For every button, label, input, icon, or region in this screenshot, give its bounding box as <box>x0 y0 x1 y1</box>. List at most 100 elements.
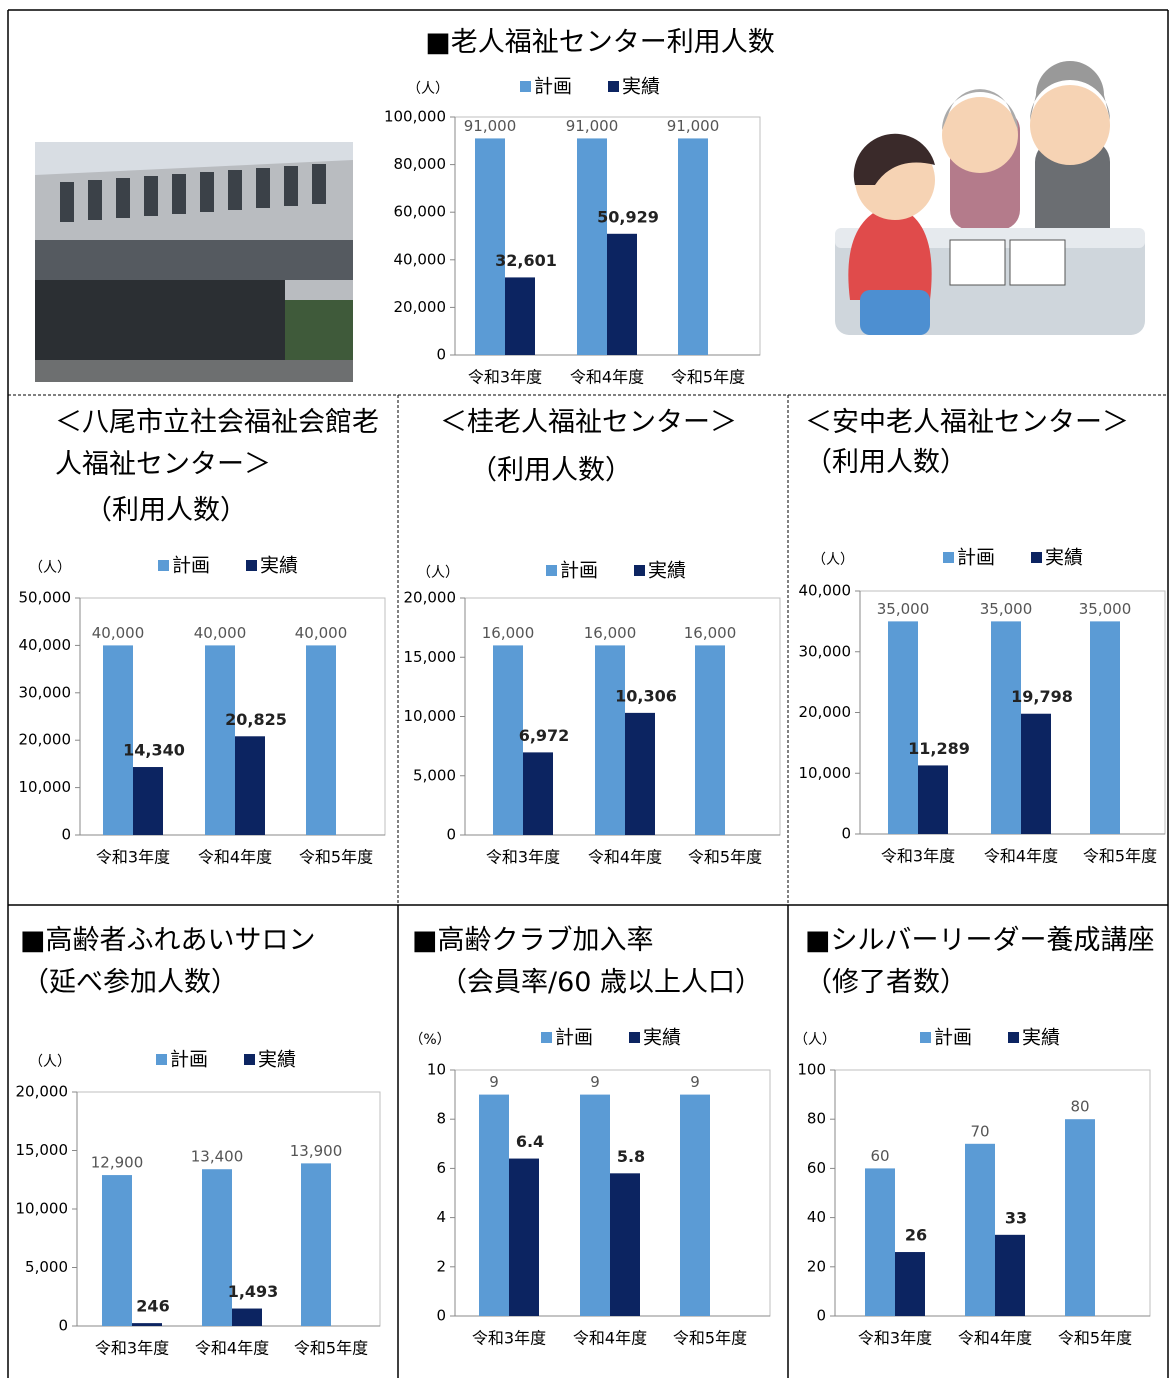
legend-swatch <box>608 81 619 92</box>
actual-value-label: 6,972 <box>519 726 570 745</box>
plan-value-label: 35,000 <box>980 600 1033 618</box>
chart-title: ■高齢クラブ加入率 <box>412 925 654 956</box>
actual-value-label: 11,289 <box>908 739 970 758</box>
bar <box>595 645 625 835</box>
bar <box>475 138 505 355</box>
legend-label: 実績 <box>258 1049 296 1071</box>
chart-title: ＜安中老人福祉センター＞ <box>805 407 1129 438</box>
legend-swatch <box>629 1032 640 1043</box>
plan-value-label: 13,900 <box>290 1142 343 1160</box>
y-tick-label: 8 <box>436 1110 446 1128</box>
x-tick-label: 令和5年度 <box>1058 1329 1132 1348</box>
plan-value-label: 91,000 <box>464 117 517 135</box>
x-tick-label: 令和3年度 <box>468 368 542 387</box>
x-tick-label: 令和5年度 <box>688 848 762 867</box>
plan-value-label: 9 <box>590 1073 600 1091</box>
y-tick-label: 20,000 <box>799 703 852 721</box>
bar <box>1021 713 1051 834</box>
bar <box>133 767 163 835</box>
legend-swatch <box>546 565 557 576</box>
bar <box>995 1234 1025 1316</box>
x-tick-label: 令和4年度 <box>573 1329 647 1348</box>
y-tick-label: 4 <box>436 1208 446 1226</box>
bar <box>505 277 535 355</box>
x-tick-label: 令和4年度 <box>588 848 662 867</box>
bar <box>523 752 553 835</box>
y-tick-label: 20,000 <box>19 731 72 749</box>
bar <box>991 621 1021 834</box>
x-tick-label: 令和5年度 <box>671 368 745 387</box>
bar <box>103 645 133 835</box>
bar <box>610 1173 640 1316</box>
bar <box>625 712 655 835</box>
y-tick-label: 10,000 <box>16 1200 69 1218</box>
legend-label: 実績 <box>1045 547 1083 569</box>
chart-title: ＜桂老人福祉センター＞ <box>440 407 737 438</box>
plan-value-label: 12,900 <box>91 1154 144 1172</box>
chart-subtitle: （会員率/60 歳以上人口） <box>440 967 763 998</box>
bar <box>479 1094 509 1316</box>
y-tick-label: 10,000 <box>799 764 852 782</box>
y-tick-label: 20,000 <box>16 1083 69 1101</box>
actual-value-label: 19,798 <box>1011 687 1073 706</box>
legend-label: 計画 <box>170 1049 208 1071</box>
x-tick-label: 令和5年度 <box>299 848 373 867</box>
chart-subtitle: （利用人数） <box>470 455 632 486</box>
plan-value-label: 70 <box>970 1122 989 1140</box>
y-tick-label: 5,000 <box>413 766 456 784</box>
plan-value-label: 40,000 <box>295 624 348 642</box>
legend-label: 計画 <box>957 547 995 569</box>
actual-value-label: 50,929 <box>597 207 659 226</box>
y-tick-label: 40,000 <box>394 250 447 268</box>
chart-subtitle: （延べ参加人数） <box>22 967 238 998</box>
x-tick-label: 令和4年度 <box>195 1339 269 1358</box>
actual-value-label: 26 <box>905 1226 927 1245</box>
x-tick-label: 令和4年度 <box>958 1329 1032 1348</box>
y-unit-label: （人） <box>417 565 459 581</box>
actual-value-label: 6.4 <box>516 1132 544 1151</box>
actual-value-label: 10,306 <box>615 686 677 705</box>
y-unit-label: （人） <box>794 1032 836 1048</box>
actual-value-label: 33 <box>1005 1208 1027 1227</box>
x-tick-label: 令和3年度 <box>472 1329 546 1348</box>
plan-value-label: 91,000 <box>566 117 619 135</box>
actual-value-label: 1,493 <box>228 1282 279 1301</box>
bar <box>132 1323 162 1326</box>
y-tick-label: 20,000 <box>394 298 447 316</box>
legend-swatch <box>246 560 257 571</box>
legend-label: 実績 <box>648 560 686 582</box>
y-tick-label: 10 <box>427 1061 446 1079</box>
bar <box>235 736 265 835</box>
y-tick-label: 50,000 <box>19 589 72 607</box>
y-tick-label: 15,000 <box>16 1141 69 1159</box>
legend-swatch <box>158 560 169 571</box>
chart-subtitle: （利用人数） <box>85 495 247 526</box>
bar <box>888 621 918 834</box>
bar <box>301 1163 331 1326</box>
chart-title: ■高齢者ふれあいサロン <box>20 925 316 956</box>
y-tick-label: 0 <box>61 826 71 844</box>
y-tick-label: 10,000 <box>19 778 72 796</box>
bar <box>580 1094 610 1316</box>
bar <box>918 765 948 834</box>
bar <box>965 1143 995 1316</box>
legend-swatch <box>520 81 531 92</box>
x-tick-label: 令和5年度 <box>1083 847 1157 866</box>
actual-value-label: 32,601 <box>495 251 557 270</box>
y-unit-label: （人） <box>29 1054 71 1070</box>
y-tick-label: 0 <box>58 1317 68 1335</box>
y-unit-label: （人） <box>812 552 854 568</box>
actual-value-label: 20,825 <box>225 710 287 729</box>
bar <box>102 1175 132 1326</box>
frame <box>7 9 1169 1378</box>
plan-value-label: 91,000 <box>667 117 720 135</box>
y-tick-label: 0 <box>436 1307 446 1325</box>
bar <box>232 1308 262 1326</box>
y-tick-label: 30,000 <box>19 683 72 701</box>
plan-value-label: 40,000 <box>92 624 145 642</box>
y-tick-label: 2 <box>436 1257 446 1275</box>
bar <box>1090 621 1120 834</box>
bar <box>493 645 523 835</box>
plan-value-label: 16,000 <box>684 624 737 642</box>
